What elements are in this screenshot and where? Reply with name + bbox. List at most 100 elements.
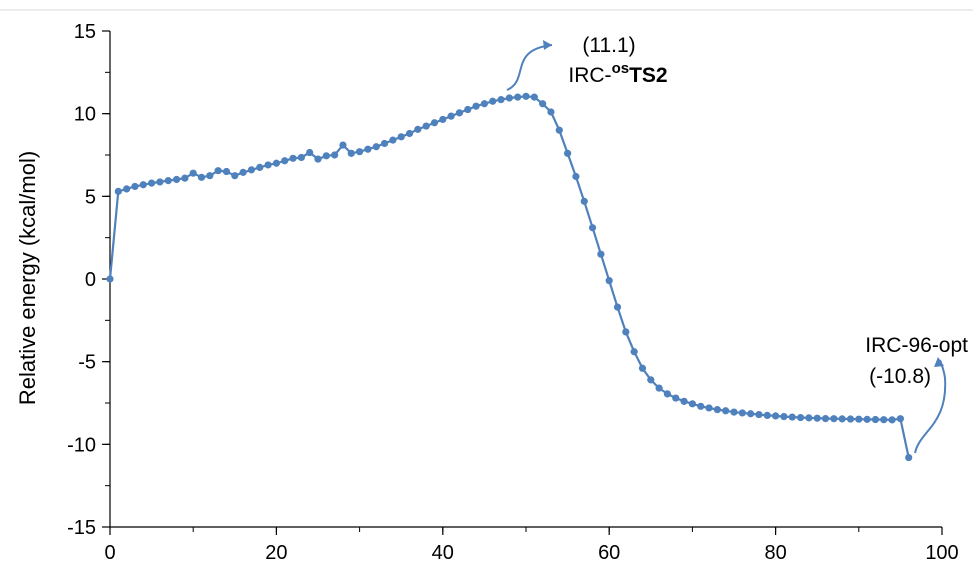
data-point xyxy=(763,411,771,419)
data-point xyxy=(331,151,339,159)
data-point xyxy=(572,172,580,181)
data-point xyxy=(788,413,796,421)
data-point xyxy=(364,145,372,153)
data-point xyxy=(164,177,172,185)
data-point xyxy=(314,155,322,163)
data-point xyxy=(264,161,272,169)
y-tick-label: 10 xyxy=(74,104,96,126)
data-point xyxy=(713,406,721,414)
x-tick-label: 0 xyxy=(104,542,115,564)
y-tick-label: -5 xyxy=(78,352,96,374)
data-point xyxy=(206,172,214,180)
annotation-ts2-arrowhead xyxy=(543,40,552,50)
data-point xyxy=(821,414,830,423)
data-point xyxy=(514,93,522,101)
data-point xyxy=(730,408,738,416)
data-point xyxy=(580,197,588,205)
data-point xyxy=(148,179,156,187)
x-tick-label: 100 xyxy=(925,542,958,564)
series-line xyxy=(108,95,910,458)
y-tick-label: 15 xyxy=(74,21,96,43)
data-point xyxy=(871,415,880,424)
data-point xyxy=(197,173,206,181)
data-point xyxy=(747,410,755,418)
data-point xyxy=(439,115,447,124)
data-point xyxy=(555,126,563,134)
data-point xyxy=(888,416,896,424)
data-point xyxy=(846,415,855,423)
data-point xyxy=(123,185,131,193)
data-point xyxy=(813,414,821,422)
data-point xyxy=(605,277,613,285)
data-point xyxy=(564,149,572,157)
data-point xyxy=(588,224,597,232)
data-point xyxy=(289,154,297,162)
data-point xyxy=(688,400,697,408)
data-point xyxy=(297,153,305,162)
data-point xyxy=(655,384,663,392)
data-point xyxy=(663,390,672,398)
data-point xyxy=(547,108,555,116)
data-point xyxy=(247,166,256,174)
data-point xyxy=(172,175,181,184)
data-point xyxy=(347,149,355,157)
data-point xyxy=(472,102,480,110)
annotation-ts2-label: IRC-osTS2 xyxy=(568,60,667,87)
data-point xyxy=(447,112,455,120)
data-point xyxy=(256,163,264,171)
data-point xyxy=(855,415,863,423)
data-point xyxy=(896,415,905,423)
data-point xyxy=(622,328,630,336)
data-point xyxy=(539,100,547,108)
data-point xyxy=(405,129,414,138)
data-point xyxy=(505,94,513,102)
data-point xyxy=(156,178,164,186)
data-point xyxy=(613,303,622,311)
data-point xyxy=(430,119,439,127)
data-point xyxy=(597,250,605,258)
data-point xyxy=(497,96,505,104)
data-point xyxy=(222,167,231,176)
data-point xyxy=(838,415,846,423)
series-layer xyxy=(106,92,913,462)
data-point xyxy=(480,100,488,108)
data-point xyxy=(880,416,888,424)
annotation-irc96-value: (-10.8) xyxy=(869,365,931,388)
data-point xyxy=(772,412,780,420)
data-point xyxy=(322,152,330,160)
data-point xyxy=(697,402,705,410)
data-point xyxy=(181,174,189,182)
data-point xyxy=(680,397,688,405)
data-point xyxy=(672,394,680,402)
data-point xyxy=(414,125,422,133)
data-point xyxy=(630,348,638,356)
data-point xyxy=(231,172,239,180)
data-point xyxy=(647,376,655,384)
data-point xyxy=(389,136,397,144)
x-tick-label: 80 xyxy=(764,542,786,564)
data-point xyxy=(638,364,647,372)
data-point xyxy=(189,169,197,177)
data-point xyxy=(796,413,805,422)
x-tick-label: 40 xyxy=(432,542,454,564)
data-point xyxy=(339,141,347,149)
annotation-ts2-value: (11.1) xyxy=(582,34,635,57)
data-point xyxy=(455,109,464,117)
data-point xyxy=(755,410,763,419)
x-tick-label: 20 xyxy=(265,542,287,564)
axes: 15 10 5 0 -5 -10 -15 0 20 40 60 80 100 xyxy=(67,21,959,564)
data-point xyxy=(114,187,122,195)
data-point xyxy=(380,139,389,148)
annotation-irc96: IRC-96-opt (-10.8) xyxy=(865,334,968,454)
data-point xyxy=(738,409,746,417)
data-point xyxy=(522,92,530,100)
annotation-irc96-arrowhead xyxy=(934,357,944,367)
y-tick-label: -10 xyxy=(67,434,96,456)
data-point xyxy=(214,167,222,175)
annotation-irc96-label: IRC-96-opt xyxy=(865,334,968,357)
annotation-ts2-arrow xyxy=(506,44,553,91)
data-point xyxy=(306,148,314,157)
data-point xyxy=(805,414,813,422)
data-point xyxy=(722,407,730,415)
data-point xyxy=(106,275,114,283)
